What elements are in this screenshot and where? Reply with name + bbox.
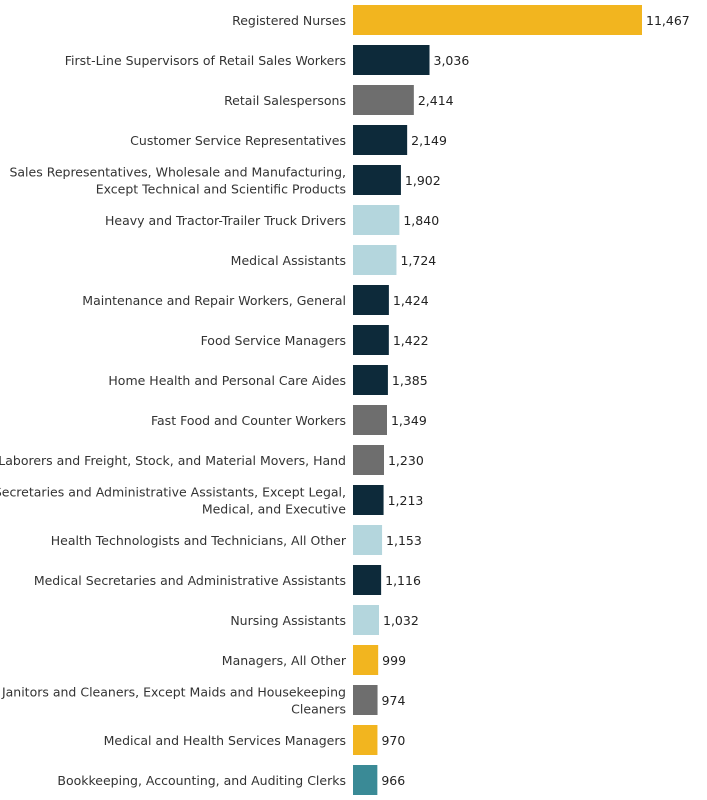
value-label-13: 1,153 bbox=[386, 533, 422, 548]
value-label-5: 1,840 bbox=[403, 213, 439, 228]
bar-19 bbox=[353, 765, 378, 795]
bar-4 bbox=[353, 165, 401, 195]
category-label-12-line-0: Secretaries and Administrative Assistant… bbox=[0, 485, 346, 500]
category-label-6: Medical Assistants bbox=[231, 253, 346, 268]
bar-1 bbox=[353, 45, 430, 75]
bar-0 bbox=[353, 5, 642, 35]
category-label-4-line-0: Sales Representatives, Wholesale and Man… bbox=[9, 165, 346, 180]
bar-14 bbox=[353, 565, 382, 595]
value-label-16: 999 bbox=[382, 653, 406, 668]
bar-9 bbox=[353, 365, 388, 395]
category-label-8: Food Service Managers bbox=[201, 333, 346, 348]
bar-6 bbox=[353, 245, 397, 275]
category-label-7: Maintenance and Repair Workers, General bbox=[82, 293, 346, 308]
value-label-3: 2,149 bbox=[411, 133, 447, 148]
category-label-17-line-1: Cleaners bbox=[291, 702, 346, 717]
category-label-14: Medical Secretaries and Administrative A… bbox=[34, 573, 346, 588]
value-label-18: 970 bbox=[381, 733, 405, 748]
category-label-18: Medical and Health Services Managers bbox=[104, 733, 346, 748]
bar-8 bbox=[353, 325, 389, 355]
value-label-11: 1,230 bbox=[388, 453, 424, 468]
bar-17 bbox=[353, 685, 378, 715]
bar-15 bbox=[353, 605, 380, 635]
category-label-17-line-0: Janitors and Cleaners, Except Maids and … bbox=[1, 685, 346, 700]
category-label-11: Laborers and Freight, Stock, and Materia… bbox=[0, 453, 346, 468]
bar-5 bbox=[353, 205, 400, 235]
category-label-1: First-Line Supervisors of Retail Sales W… bbox=[65, 53, 346, 68]
bar-16 bbox=[353, 645, 379, 675]
category-label-19: Bookkeeping, Accounting, and Auditing Cl… bbox=[57, 773, 346, 788]
category-label-5: Heavy and Tractor-Trailer Truck Drivers bbox=[105, 213, 346, 228]
bar-3 bbox=[353, 125, 408, 155]
category-label-10: Fast Food and Counter Workers bbox=[151, 413, 346, 428]
value-label-19: 966 bbox=[381, 773, 405, 788]
bar-2 bbox=[353, 85, 414, 115]
bar-13 bbox=[353, 525, 383, 555]
value-label-4: 1,902 bbox=[405, 173, 441, 188]
value-label-9: 1,385 bbox=[392, 373, 428, 388]
category-label-12-line-1: Medical, and Executive bbox=[202, 502, 346, 517]
value-label-17: 974 bbox=[382, 693, 406, 708]
value-label-15: 1,032 bbox=[383, 613, 419, 628]
bar-10 bbox=[353, 405, 387, 435]
bar-12 bbox=[353, 485, 384, 515]
category-label-13: Health Technologists and Technicians, Al… bbox=[51, 533, 347, 548]
category-label-0: Registered Nurses bbox=[232, 13, 346, 28]
value-label-0: 11,467 bbox=[646, 13, 690, 28]
bar-11 bbox=[353, 445, 384, 475]
bar-18 bbox=[353, 725, 378, 755]
value-label-7: 1,424 bbox=[393, 293, 429, 308]
category-label-4-line-1: Except Technical and Scientific Products bbox=[96, 182, 346, 197]
value-label-12: 1,213 bbox=[388, 493, 424, 508]
value-label-10: 1,349 bbox=[391, 413, 427, 428]
category-label-15: Nursing Assistants bbox=[230, 613, 346, 628]
value-label-2: 2,414 bbox=[418, 93, 454, 108]
category-label-3: Customer Service Representatives bbox=[130, 133, 346, 148]
value-label-6: 1,724 bbox=[400, 253, 436, 268]
value-label-1: 3,036 bbox=[434, 53, 470, 68]
category-label-2: Retail Salespersons bbox=[224, 93, 346, 108]
value-label-8: 1,422 bbox=[393, 333, 429, 348]
value-label-14: 1,116 bbox=[385, 573, 421, 588]
category-label-16: Managers, All Other bbox=[222, 653, 347, 668]
bar-7 bbox=[353, 285, 389, 315]
category-label-9: Home Health and Personal Care Aides bbox=[108, 373, 346, 388]
